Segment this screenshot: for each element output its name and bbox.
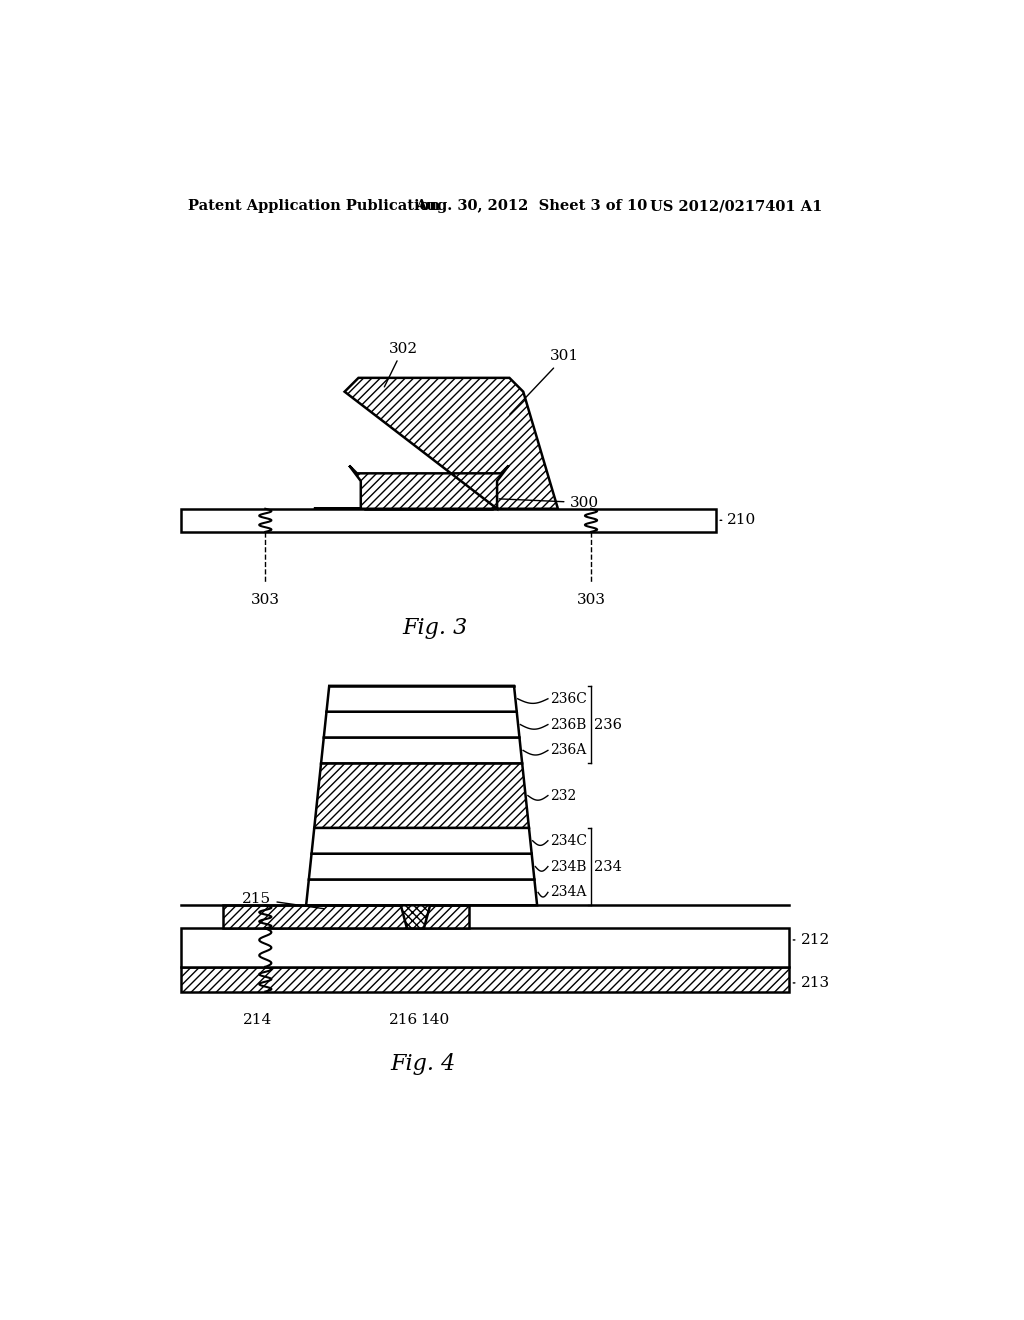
Text: 302: 302 bbox=[384, 342, 418, 387]
Text: 301: 301 bbox=[510, 350, 580, 414]
Polygon shape bbox=[322, 738, 522, 763]
Bar bbox=[180, 508, 716, 532]
Polygon shape bbox=[314, 763, 529, 828]
Text: US 2012/0217401 A1: US 2012/0217401 A1 bbox=[650, 199, 822, 213]
Polygon shape bbox=[309, 854, 535, 879]
Text: 300: 300 bbox=[499, 495, 599, 510]
Text: 236B: 236B bbox=[550, 718, 587, 731]
Text: 236: 236 bbox=[594, 718, 623, 731]
Bar bbox=[223, 906, 469, 928]
Text: Fig. 3: Fig. 3 bbox=[402, 616, 467, 639]
Text: 236C: 236C bbox=[550, 692, 587, 706]
Text: Patent Application Publication: Patent Application Publication bbox=[188, 199, 440, 213]
Text: 214: 214 bbox=[243, 1014, 272, 1027]
Text: 234: 234 bbox=[594, 859, 622, 874]
Bar bbox=[180, 928, 788, 966]
Polygon shape bbox=[313, 378, 558, 508]
Text: 303: 303 bbox=[577, 594, 605, 607]
Text: 210: 210 bbox=[720, 513, 757, 527]
Text: 216: 216 bbox=[389, 1014, 419, 1027]
Text: 234A: 234A bbox=[550, 886, 587, 899]
Bar bbox=[180, 966, 788, 991]
Polygon shape bbox=[400, 906, 430, 928]
Text: Fig. 4: Fig. 4 bbox=[390, 1053, 456, 1074]
Text: 234B: 234B bbox=[550, 859, 587, 874]
Text: Aug. 30, 2012  Sheet 3 of 10: Aug. 30, 2012 Sheet 3 of 10 bbox=[416, 199, 648, 213]
Polygon shape bbox=[327, 686, 517, 711]
Polygon shape bbox=[324, 711, 519, 738]
Text: 303: 303 bbox=[251, 594, 280, 607]
Text: 140: 140 bbox=[420, 1014, 450, 1027]
Text: 215: 215 bbox=[243, 892, 325, 908]
Text: 234C: 234C bbox=[550, 834, 587, 847]
Text: 236A: 236A bbox=[550, 743, 587, 758]
Bar bbox=[366, 480, 493, 508]
Text: 212: 212 bbox=[794, 933, 829, 946]
Text: 232: 232 bbox=[550, 788, 577, 803]
Text: 213: 213 bbox=[794, 975, 829, 990]
Polygon shape bbox=[306, 879, 538, 906]
Polygon shape bbox=[311, 828, 531, 854]
